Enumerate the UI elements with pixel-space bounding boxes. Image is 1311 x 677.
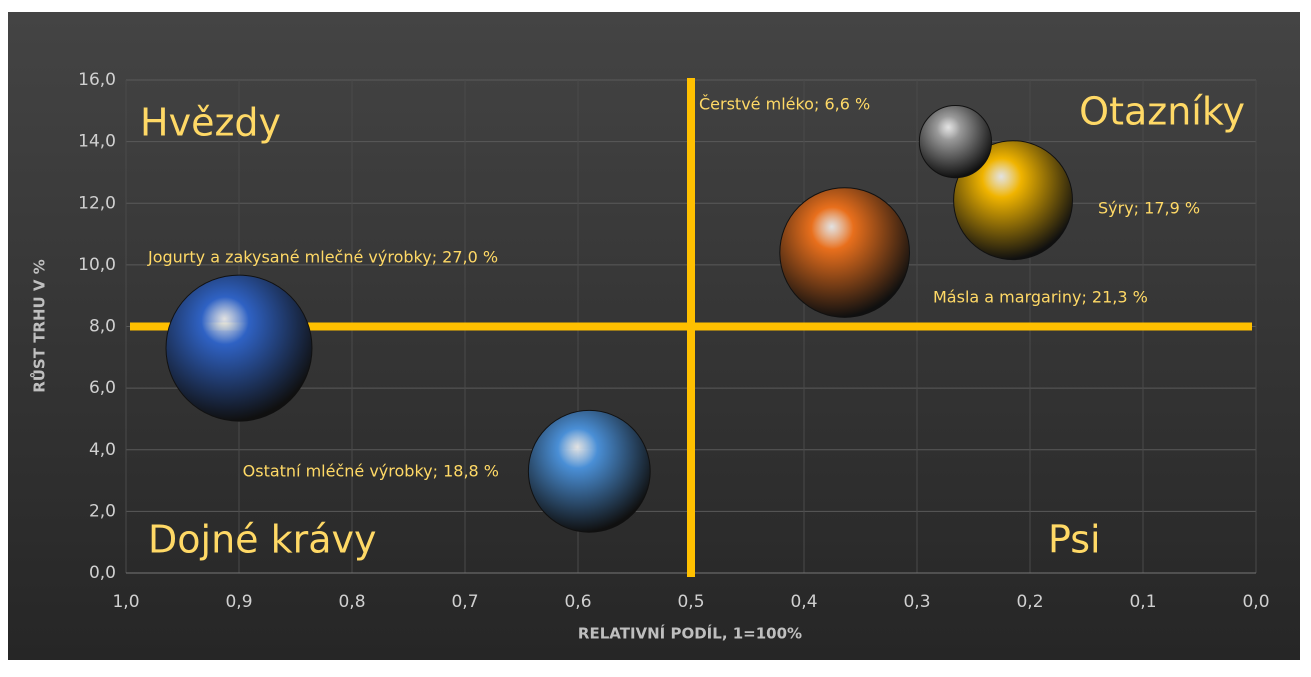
x-tick-label: 0,6 — [564, 592, 591, 612]
y-tick-label: 10,0 — [78, 255, 116, 275]
bubble — [779, 187, 911, 318]
x-tick-label: 0,4 — [790, 592, 817, 612]
x-tick-label: 0,1 — [1129, 592, 1156, 612]
data-label: Čerstvé mléko; 6,6 % — [699, 95, 870, 114]
y-axis-title: RŮST TRHU V % — [29, 259, 49, 393]
x-tick-label: 0,5 — [677, 592, 704, 612]
x-tick-label: 0,3 — [903, 592, 930, 612]
y-tick-label: 14,0 — [78, 132, 116, 152]
quadrant-label: Otazníky — [1079, 90, 1245, 134]
y-tick-label: 4,0 — [89, 440, 116, 460]
quadrant-label: Hvězdy — [140, 101, 281, 145]
y-tick-label: 16,0 — [78, 70, 116, 90]
bubble — [953, 140, 1073, 261]
data-label: Sýry; 17,9 % — [1098, 199, 1200, 218]
quadrant-label: Psi — [1048, 518, 1101, 562]
x-tick-label: 0,7 — [451, 592, 478, 612]
y-tick-label: 8,0 — [89, 317, 116, 337]
x-tick-label: 0,8 — [338, 592, 365, 612]
x-tick-label: 0,2 — [1016, 592, 1043, 612]
x-axis-title: RELATIVNÍ PODÍL, 1=100% — [578, 624, 802, 643]
y-tick-label: 2,0 — [89, 501, 116, 521]
y-tick-label: 6,0 — [89, 378, 116, 398]
data-label: Jogurty a zakysané mlečné výrobky; 27,0 … — [147, 248, 498, 267]
data-label: Ostatní mléčné výrobky; 18,8 % — [243, 462, 499, 481]
data-label: Másla a margariny; 21,3 % — [933, 288, 1148, 307]
x-tick-label: 1,0 — [112, 592, 139, 612]
bubble — [527, 409, 651, 533]
quadrant-label: Dojné krávy — [148, 518, 377, 562]
x-tick-label: 0,9 — [225, 592, 252, 612]
bubble — [165, 274, 313, 422]
x-tick-label: 0,0 — [1242, 592, 1269, 612]
bubble — [918, 105, 993, 179]
y-tick-label: 12,0 — [78, 193, 116, 213]
y-tick-label: 0,0 — [89, 563, 116, 583]
